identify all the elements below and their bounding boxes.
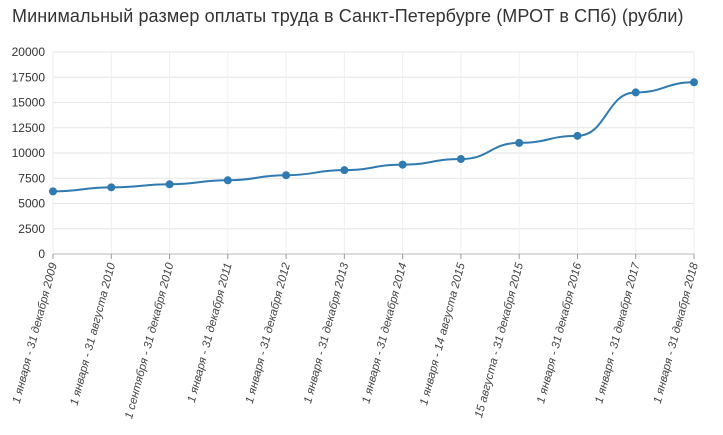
y-tick-label: 17500 [12,70,46,84]
x-tick-label: 1 сентября - 31 декабря 2010 [123,261,176,420]
data-point [515,138,524,147]
chart-title: Минимальный размер оплаты труда в Санкт-… [12,6,684,26]
y-tick-label: 5000 [18,197,45,211]
x-tick-label: 1 января - 14 августа 2015 [418,261,468,407]
data-point [398,160,407,169]
series-line [52,81,695,193]
x-axis: 1 января - 31 декабря 2009 1 января - 31 … [11,254,701,420]
data-point [690,78,698,87]
x-tick-label: 1 января - 31 декабря 2009 [11,261,60,405]
data-points [49,78,698,196]
x-tick-label: 1 января - 31 декабря 2018 [652,261,701,405]
x-tick-label: 15 августа - 31 декабря 2015 [473,261,526,419]
y-tick-label: 7500 [18,171,45,185]
data-point [282,171,291,180]
data-point [223,176,232,185]
data-point [107,183,116,192]
grid [52,51,695,255]
x-tick-label: 1 января - 31 декабря 2017 [593,261,642,405]
data-point [573,131,582,140]
y-tick-label: 15000 [12,96,46,110]
y-tick-label: 2500 [18,222,45,236]
y-tick-label: 12500 [12,121,46,135]
y-axis: 0 2500 5000 7500 10000 12500 15000 17500 20000 [12,45,46,261]
y-tick-label: 0 [38,247,45,261]
x-tick-label: 1 января - 31 декабря 2011 [186,262,235,404]
y-tick-label: 10000 [12,146,46,160]
data-point [165,180,174,189]
data-point [456,155,465,164]
x-tick-label: 1 января - 31 декабря 2013 [302,261,351,405]
data-point [631,88,640,97]
data-point [49,187,57,196]
x-tick-label: 1 января - 31 декабря 2016 [535,261,584,405]
data-point [340,166,349,175]
x-tick-label: 1 января - 31 декабря 2012 [244,261,293,405]
x-tick-label: 1 января - 31 августа 2010 [69,261,119,407]
y-tick-label: 20000 [12,45,46,59]
x-tick-label: 1 января - 31 декабря 2014 [360,262,409,405]
